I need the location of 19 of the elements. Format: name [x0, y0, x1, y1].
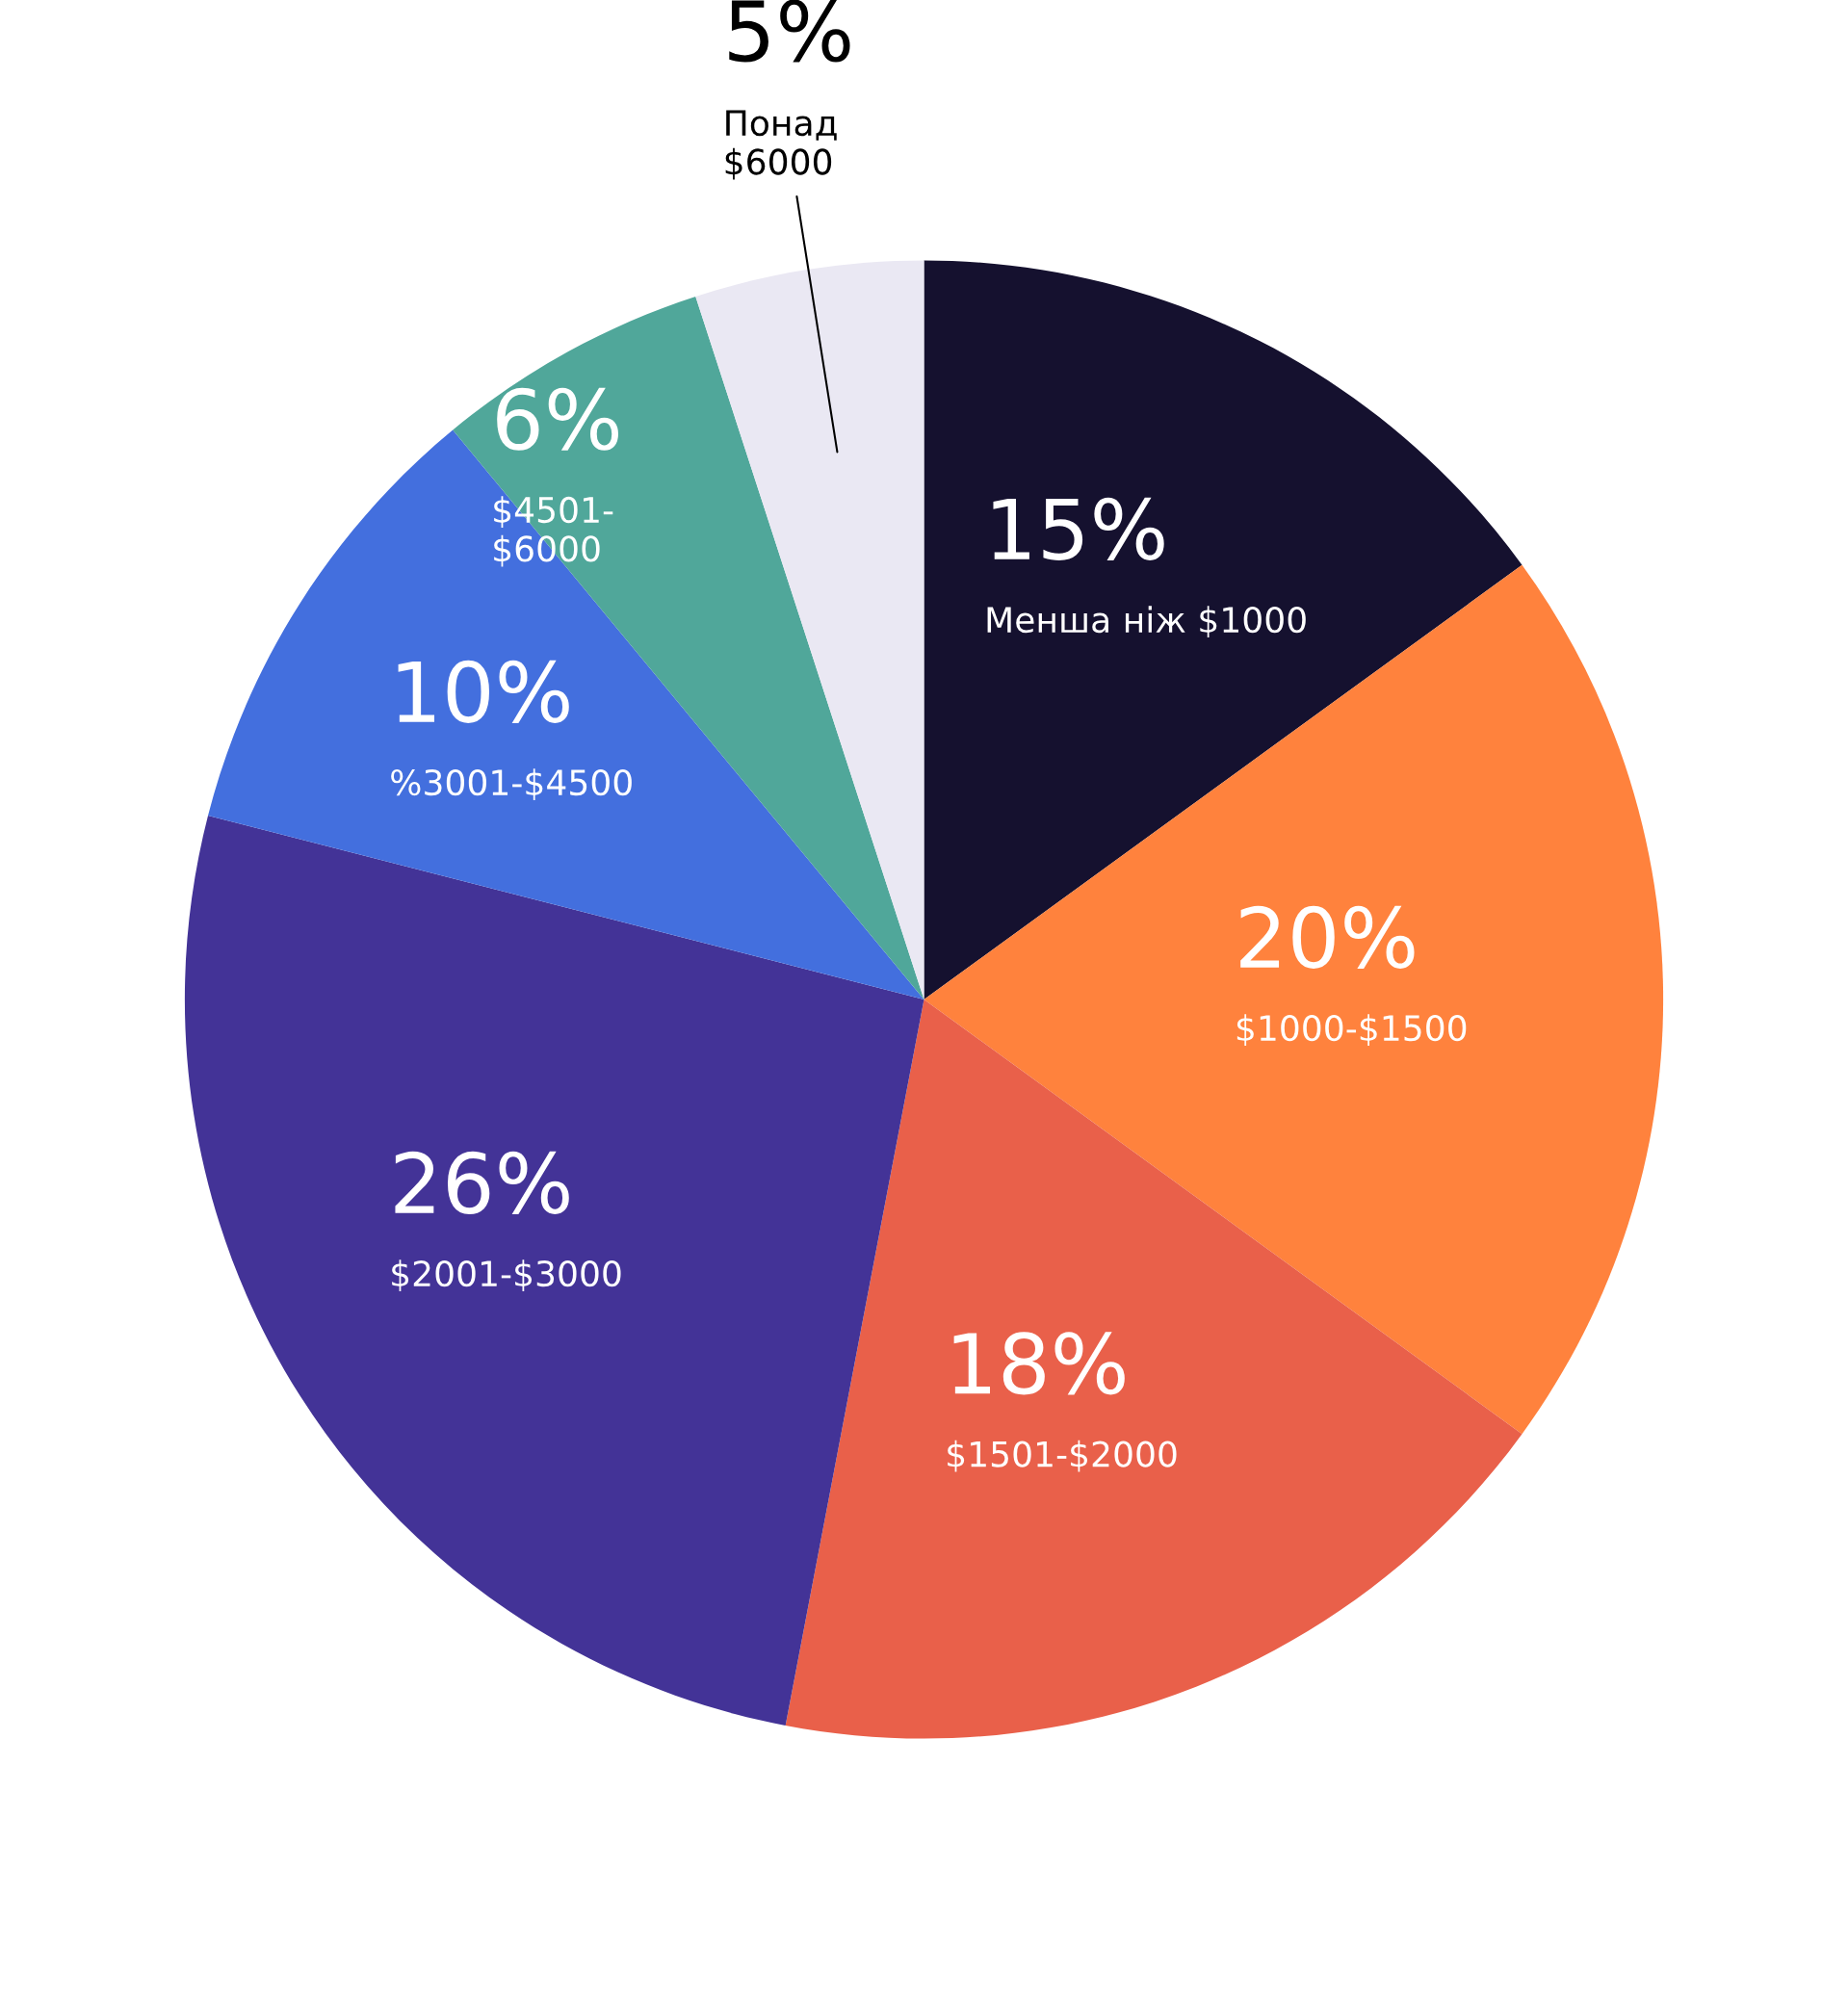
- slice-label: Понад $6000: [725, 110, 837, 180]
- slice-label: $4501- $6000: [494, 496, 613, 567]
- slice-label: %3001-$4500: [391, 768, 632, 801]
- data-label: 20%: [1240, 905, 1415, 969]
- pie-slice: [184, 816, 924, 1726]
- pie-slice: [785, 1000, 1523, 1739]
- data-label: 15%: [993, 497, 1164, 560]
- data-label: 5%: [729, 0, 850, 63]
- data-label: 26%: [395, 1151, 569, 1214]
- pie-slice: [924, 260, 1523, 1000]
- data-label: 6%: [497, 387, 618, 451]
- slice-label: Менша ніж $1000: [987, 606, 1306, 638]
- pie-slice: [695, 260, 924, 1000]
- data-label: 10%: [398, 660, 569, 723]
- data-label: 18%: [953, 1332, 1125, 1395]
- slice-label: $2001-$3000: [392, 1259, 621, 1292]
- slice-label: $1000-$1500: [1236, 1014, 1467, 1047]
- pie-slice: [924, 564, 1664, 1435]
- slice-label: $1501-$2000: [948, 1440, 1177, 1472]
